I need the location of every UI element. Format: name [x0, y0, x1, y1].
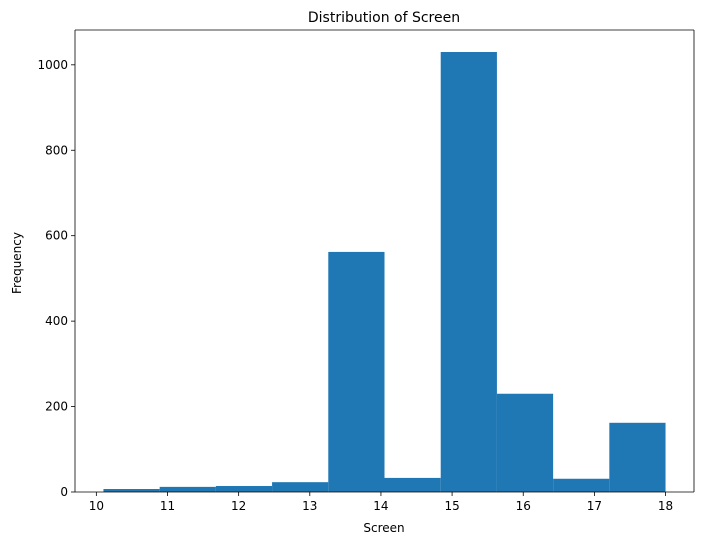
x-tick-label: 15 [444, 499, 459, 513]
x-tick-label: 11 [160, 499, 175, 513]
histogram-bar-9 [553, 478, 610, 492]
histogram-bar-6 [384, 477, 441, 492]
y-tick-label: 600 [45, 229, 68, 243]
axes-frame [74, 29, 695, 493]
histogram-bar-4 [272, 482, 329, 492]
y-tick-label: 200 [45, 400, 68, 414]
histogram-bar-5 [328, 251, 385, 492]
x-tick-label: 18 [658, 499, 673, 513]
histogram-bar-1 [103, 489, 160, 492]
histogram-bar-2 [159, 486, 216, 492]
y-tick-label: 800 [45, 143, 68, 157]
x-tick-label: 13 [302, 499, 317, 513]
y-axis-ticks: 0 200 400 600 800 1000 [37, 58, 75, 499]
bars-group [103, 52, 666, 492]
y-tick-label: 1000 [37, 58, 68, 72]
x-tick-label: 12 [231, 499, 246, 513]
x-axis-label: Screen [363, 521, 404, 535]
x-tick-label: 10 [89, 499, 104, 513]
histogram-bar-3 [215, 486, 273, 492]
histogram-bar-10 [609, 422, 666, 492]
y-axis-label: Frequency [10, 232, 24, 294]
chart-title: Distribution of Screen [308, 10, 460, 26]
histogram-bar-8 [496, 393, 554, 492]
x-tick-label: 16 [516, 499, 531, 513]
x-tick-label: 14 [373, 499, 388, 513]
x-tick-label: 17 [587, 499, 602, 513]
y-tick-label: 0 [60, 485, 68, 499]
histogram-bar-7 [440, 52, 497, 492]
x-axis-ticks: 10 11 12 13 14 15 16 17 18 [89, 492, 673, 513]
y-tick-label: 400 [45, 314, 68, 328]
